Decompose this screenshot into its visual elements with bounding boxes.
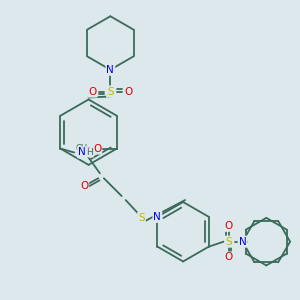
Text: S: S bbox=[225, 237, 232, 247]
Text: O: O bbox=[88, 86, 97, 97]
Text: O: O bbox=[80, 181, 88, 191]
Text: O: O bbox=[224, 253, 233, 262]
Text: N: N bbox=[154, 212, 161, 222]
Text: N: N bbox=[239, 237, 246, 247]
Text: O: O bbox=[224, 221, 233, 231]
Text: O: O bbox=[93, 143, 101, 154]
Text: N: N bbox=[78, 148, 86, 158]
Text: CH₃: CH₃ bbox=[76, 144, 91, 153]
Text: N: N bbox=[106, 65, 114, 75]
Text: S: S bbox=[138, 213, 145, 223]
Text: S: S bbox=[107, 86, 114, 97]
Text: O: O bbox=[124, 86, 132, 97]
Text: H: H bbox=[87, 148, 93, 157]
